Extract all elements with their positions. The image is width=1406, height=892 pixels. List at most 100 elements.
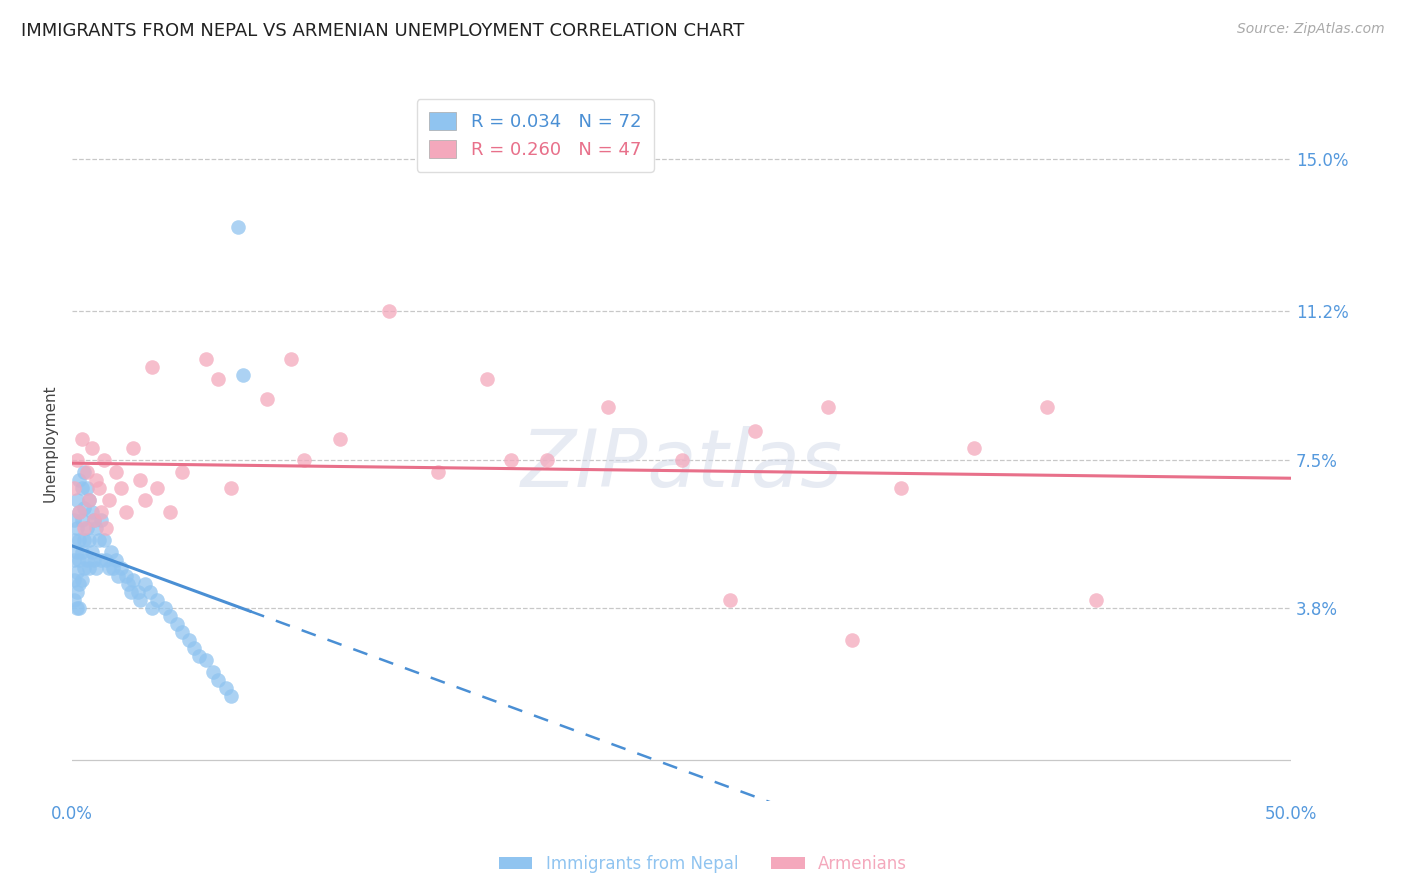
Point (66, 521, 89, 535)
Point (63, 513, 86, 527)
Point (80, 545, 103, 559)
Point (718, 593, 741, 607)
Point (671, 452, 693, 467)
Point (94, 521, 117, 535)
Point (1085, 593, 1108, 607)
Point (67, 473, 90, 487)
Point (177, 633, 200, 648)
Point (66, 492, 89, 507)
Point (73, 533, 96, 547)
Text: IMMIGRANTS FROM NEPAL VS ARMENIAN UNEMPLOYMENT CORRELATION CHART: IMMIGRANTS FROM NEPAL VS ARMENIAN UNEMPL… (21, 22, 744, 40)
Point (67, 601, 90, 615)
Text: ZIPatlas: ZIPatlas (520, 425, 842, 504)
Point (146, 481, 169, 495)
Point (107, 569, 129, 583)
Point (841, 633, 863, 648)
Point (67, 553, 90, 567)
Point (90, 513, 112, 527)
Point (226, 219, 249, 234)
Point (256, 392, 278, 407)
Point (76, 481, 98, 495)
Point (159, 609, 181, 624)
Point (232, 368, 254, 383)
Point (114, 505, 136, 519)
Point (67, 505, 90, 519)
Point (426, 465, 449, 479)
Point (187, 649, 209, 664)
Point (77, 561, 100, 575)
Point (219, 481, 242, 495)
Point (114, 569, 136, 583)
Point (70, 573, 93, 587)
Point (744, 425, 766, 439)
Point (104, 465, 127, 479)
Point (97, 492, 120, 507)
Point (70, 513, 93, 527)
Point (141, 601, 163, 615)
Point (90, 553, 112, 567)
Point (214, 681, 236, 696)
Point (141, 360, 163, 375)
Y-axis label: Unemployment: Unemployment (44, 384, 58, 502)
Point (80, 441, 103, 455)
Point (83, 513, 105, 527)
Point (159, 505, 181, 519)
Point (120, 585, 142, 599)
Point (83, 553, 105, 567)
Point (122, 441, 145, 455)
Text: Source: ZipAtlas.com: Source: ZipAtlas.com (1237, 22, 1385, 37)
Point (110, 481, 132, 495)
Point (195, 653, 218, 667)
Point (97, 561, 120, 575)
Point (93, 452, 115, 467)
Point (63, 593, 86, 607)
Point (73, 500, 96, 515)
Point (134, 492, 156, 507)
Point (77, 492, 100, 507)
Point (76, 553, 98, 567)
Point (117, 577, 139, 591)
Point (202, 665, 225, 680)
Point (378, 304, 401, 318)
Point (104, 553, 127, 567)
Point (207, 673, 229, 688)
Point (76, 521, 98, 535)
Point (66, 565, 89, 579)
Point (499, 452, 522, 467)
Point (94, 553, 117, 567)
Point (63, 573, 86, 587)
Point (122, 573, 145, 587)
Point (73, 465, 96, 479)
Point (146, 593, 169, 607)
Point (292, 452, 315, 467)
Point (86, 521, 108, 535)
Point (207, 372, 229, 386)
Point (100, 545, 122, 559)
Point (73, 561, 96, 575)
Point (86, 561, 108, 575)
Point (219, 690, 242, 704)
Point (134, 577, 156, 591)
Point (475, 372, 498, 386)
Legend: Immigrants from Nepal, Armenians: Immigrants from Nepal, Armenians (492, 848, 914, 880)
Point (890, 481, 912, 495)
Point (110, 561, 132, 575)
Point (66, 601, 89, 615)
Point (93, 533, 115, 547)
Point (598, 401, 620, 415)
Point (77, 492, 100, 507)
Point (70, 433, 93, 447)
Point (153, 601, 176, 615)
Point (129, 593, 152, 607)
Legend: R = 0.034   N = 72, R = 0.260   N = 47: R = 0.034 N = 72, R = 0.260 N = 47 (416, 99, 654, 172)
Point (129, 473, 152, 487)
Point (195, 352, 218, 367)
Point (817, 401, 839, 415)
Point (183, 641, 205, 656)
Point (76, 465, 98, 479)
Point (70, 545, 93, 559)
Point (87, 481, 110, 495)
Point (63, 553, 86, 567)
Point (80, 505, 103, 519)
Point (127, 585, 149, 599)
